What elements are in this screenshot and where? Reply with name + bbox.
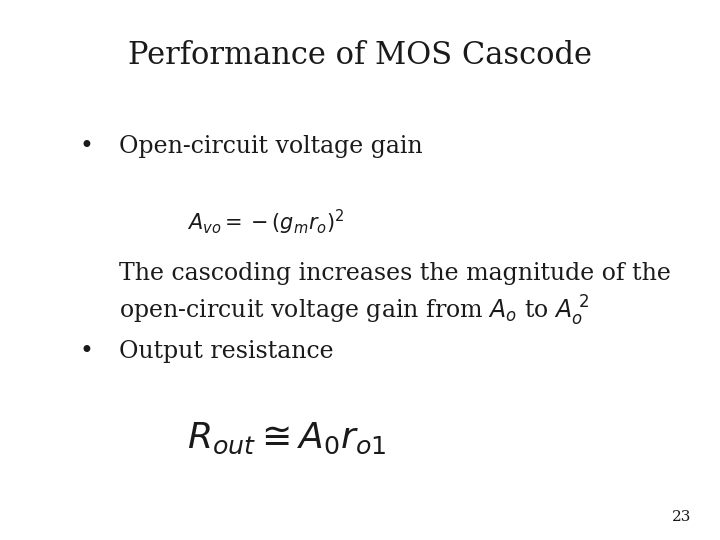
Text: $R_{out} \cong A_0 r_{o1}$: $R_{out} \cong A_0 r_{o1}$ bbox=[187, 421, 387, 456]
Text: Output resistance: Output resistance bbox=[119, 340, 333, 363]
Text: Open-circuit voltage gain: Open-circuit voltage gain bbox=[119, 135, 423, 158]
Text: open-circuit voltage gain from $A_o$ to $A_o^{\ 2}$: open-circuit voltage gain from $A_o$ to … bbox=[119, 294, 589, 328]
Text: $A_{vo} = -(g_m r_o)^2$: $A_{vo} = -(g_m r_o)^2$ bbox=[187, 208, 345, 237]
Text: •: • bbox=[79, 340, 94, 363]
Text: 23: 23 bbox=[672, 510, 691, 524]
Text: The cascoding increases the magnitude of the: The cascoding increases the magnitude of… bbox=[119, 262, 670, 285]
Text: Performance of MOS Cascode: Performance of MOS Cascode bbox=[128, 40, 592, 71]
Text: •: • bbox=[79, 135, 94, 158]
